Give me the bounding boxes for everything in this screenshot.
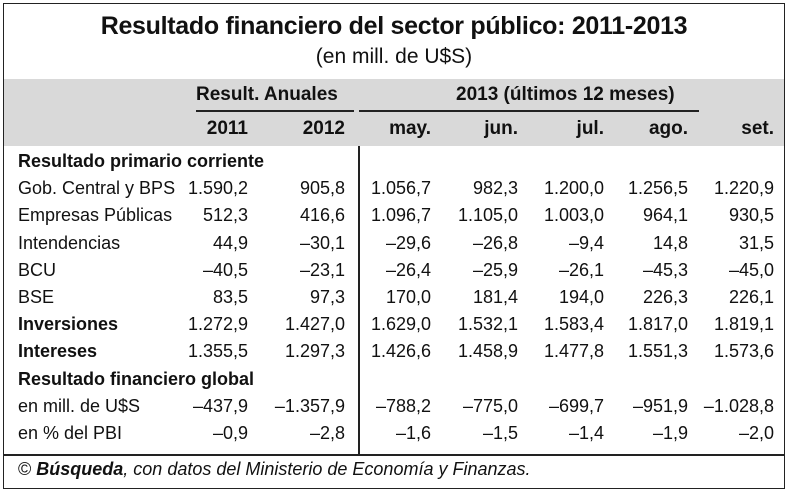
table-cell: –2,8 <box>309 423 345 443</box>
table-cell: 181,4 <box>472 287 518 307</box>
table-cell: 512,3 <box>202 205 248 226</box>
table-cell: 1.551,3 <box>627 341 688 362</box>
column-header: set. <box>741 118 774 139</box>
row-label: Intereses <box>18 341 98 362</box>
row-label: BCU <box>18 259 57 280</box>
table-cell: 226,3 <box>642 287 688 307</box>
table-cell: 1.817,0 <box>627 314 688 335</box>
table-cell: –30,1 <box>299 232 345 253</box>
table-cell: 1.355,5 <box>187 341 248 362</box>
page-subtitle: (en mill. de U$S) <box>315 45 473 68</box>
footer-divider <box>4 454 784 456</box>
copyright-symbol: © <box>18 459 32 479</box>
table-cell: 97,3 <box>309 287 345 307</box>
table-cell: 1.220,9 <box>713 178 774 199</box>
table-cell: –26,8 <box>472 232 518 253</box>
column-header: jul. <box>576 118 604 139</box>
table-cell: 1.096,7 <box>370 205 431 226</box>
table-cell: 83,5 <box>212 287 248 307</box>
page-title: Resultado financiero del sector público:… <box>100 12 688 40</box>
table-cell: –0,9 <box>212 423 248 443</box>
table-cell: 226,1 <box>728 287 774 307</box>
table-cell: 964,1 <box>642 205 688 226</box>
row-label: en % del PBI <box>18 423 123 443</box>
table-cell: 1.003,0 <box>543 205 604 226</box>
table-cell: 1.105,0 <box>457 205 518 226</box>
column-divider <box>358 146 360 454</box>
table-cell: 1.532,1 <box>457 314 518 335</box>
table-cell: 930,5 <box>728 205 774 226</box>
column-header: ago. <box>648 118 688 139</box>
header-underline-2013 <box>359 110 699 112</box>
table-cell: 1.590,2 <box>187 178 248 199</box>
table-cell: –775,0 <box>462 395 518 416</box>
table-cell: 1.629,0 <box>370 314 431 335</box>
table-cell: 44,9 <box>212 232 248 253</box>
table-cell: –26,4 <box>385 259 431 280</box>
table-cell: –25,9 <box>472 259 518 280</box>
table-cell: 1.583,4 <box>543 314 604 335</box>
table-cell: 1.819,1 <box>713 314 774 335</box>
table-cell: 170,0 <box>385 287 431 307</box>
table-cell: 1.458,9 <box>457 341 518 362</box>
row-label: en mill. de U$S <box>18 395 141 416</box>
table-cell: –1,5 <box>482 423 518 443</box>
table-cell: –1,6 <box>395 423 431 443</box>
table-cell: 1.200,0 <box>543 178 604 199</box>
table-cell: 1.573,6 <box>713 341 774 362</box>
table-cell: 905,8 <box>299 178 345 199</box>
column-header: jun. <box>484 118 518 139</box>
source-text: , con datos del Ministerio de Economía y… <box>123 459 531 479</box>
table-cell: –699,7 <box>548 395 604 416</box>
table-cell: –29,6 <box>385 232 431 253</box>
row-label: Resultado primario corriente <box>18 151 265 171</box>
header-group-annual: Result. Anuales <box>196 84 338 105</box>
table-cell: –45,0 <box>728 259 774 280</box>
table-cell: 1.272,9 <box>187 314 248 335</box>
header-band: Result. Anuales 2013 (últimos 12 meses) … <box>4 79 784 146</box>
table-cell: 14,8 <box>652 232 688 253</box>
row-label: Empresas Públicas <box>18 205 173 226</box>
footer-source: © Búsqueda, con datos del Ministerio de … <box>18 459 531 480</box>
table-cell: –1,4 <box>568 423 604 443</box>
table-cell: –2,0 <box>738 423 774 443</box>
table-cell: –1.028,8 <box>703 395 774 416</box>
table-cell: –9,4 <box>568 232 604 253</box>
row-label: Resultado financiero global <box>18 368 255 389</box>
table-cell: 1.056,7 <box>370 178 431 199</box>
table-cell: 1.477,8 <box>543 341 604 362</box>
header-underline-annual <box>196 110 354 112</box>
table-cell: –45,3 <box>642 259 688 280</box>
row-label: Inversiones <box>18 314 119 335</box>
table-cell: 416,6 <box>299 205 345 226</box>
table-cell: –951,9 <box>632 395 688 416</box>
table-cell: –23,1 <box>299 259 345 280</box>
row-label: Intendencias <box>18 232 121 253</box>
table-cell: –40,5 <box>202 259 248 280</box>
row-label: BSE <box>18 287 55 307</box>
row-label: Gob. Central y BPS <box>18 178 176 199</box>
table-cell: –437,9 <box>192 395 248 416</box>
table-cell: 31,5 <box>738 232 774 253</box>
table-cell: –788,2 <box>375 395 431 416</box>
table-cell: 1.427,0 <box>284 314 345 335</box>
table-cell: 194,0 <box>558 287 604 307</box>
table-cell: 1.256,5 <box>627 178 688 199</box>
column-header: 2012 <box>302 118 345 139</box>
table-cell: 1.426,6 <box>370 341 431 362</box>
source-name: Búsqueda <box>36 459 124 479</box>
table-cell: –1.357,9 <box>274 395 345 416</box>
table-cell: –1,9 <box>652 423 688 443</box>
column-header: 2011 <box>206 118 248 139</box>
table-frame: Resultado financiero del sector público:… <box>3 3 785 489</box>
header-group-2013: 2013 (últimos 12 meses) <box>456 84 675 105</box>
table-cell: 1.297,3 <box>284 341 345 362</box>
table-cell: –26,1 <box>558 259 604 280</box>
column-header: may. <box>389 118 431 139</box>
table-cell: 982,3 <box>472 178 518 199</box>
